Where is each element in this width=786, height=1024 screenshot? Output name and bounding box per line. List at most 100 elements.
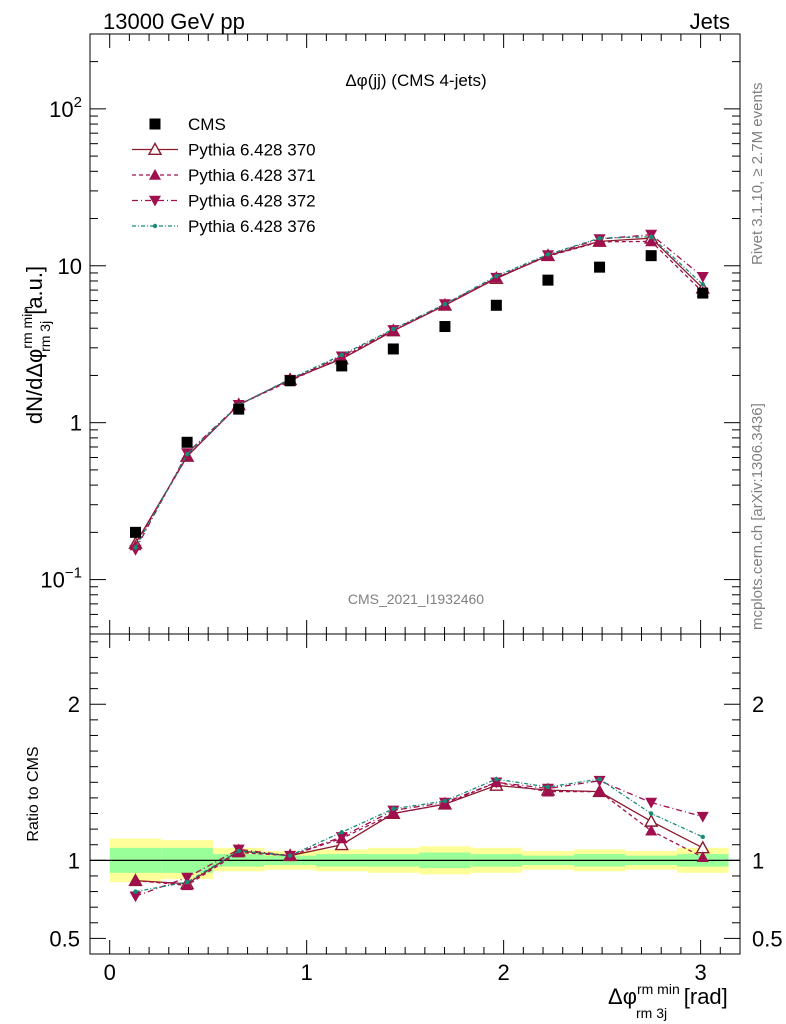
ratio-series-point: [442, 798, 448, 804]
main-series-point: [494, 273, 499, 279]
cms-data-point: [594, 261, 606, 273]
y-tick-label-main: 102: [49, 94, 82, 122]
legend-label: Pythia 6.428 370: [188, 141, 316, 160]
cms-data-point: [645, 250, 657, 262]
ratio-plot-curves: [128, 775, 710, 903]
main-series-line: [134, 240, 704, 546]
x-tick-label: 3: [694, 960, 706, 985]
x-tick-label: 2: [498, 960, 510, 985]
y-tick-label-exponent: −1: [65, 565, 82, 582]
main-series-point: [545, 252, 551, 257]
y-tick-label-main: 10−1: [40, 565, 82, 593]
mcplots-reference-text: mcplots.cern.ch [arXiv:1306.3436]: [749, 403, 766, 630]
y-tick-label-ratio: 1: [68, 848, 80, 873]
cms-data-point: [697, 287, 709, 299]
main-series-point: [700, 282, 705, 287]
main-plot-curves: [128, 229, 710, 556]
x-axis-sup: rm min: [637, 981, 680, 997]
main-series-point: [696, 272, 709, 283]
ratio-series-point: [391, 806, 396, 812]
x-axis-sub: rm 3j: [636, 1005, 667, 1021]
ratio-series-point: [339, 830, 344, 835]
ratio-series-line: [135, 781, 704, 886]
y-axis-main-sub: rm 3j: [37, 321, 53, 352]
ratio-series-point: [545, 784, 551, 790]
ratio-series-point: [695, 840, 710, 854]
legend-label: Pythia 6.428 376: [188, 217, 316, 236]
analysis-watermark: CMS_2021_I1932460: [348, 591, 484, 607]
ratio-series-line: [135, 780, 703, 897]
legend: CMS Pythia 6.428 370 Pythia 6.428 371 Pythi…: [132, 115, 316, 236]
ratio-series-point: [696, 811, 709, 823]
legend-label: CMS: [188, 115, 226, 134]
ratio-series-point: [334, 837, 349, 851]
ratio-series-point: [494, 776, 499, 782]
y-tick-label-ratio: 0.5: [49, 926, 80, 951]
y-tick-label-base: 10: [40, 568, 64, 593]
cms-data-point: [233, 403, 245, 415]
ratio-series-point: [700, 834, 705, 840]
ratio-series-point: [645, 797, 658, 809]
ratio-series-point: [181, 879, 194, 891]
main-series-line: [134, 236, 704, 548]
main-series-point: [645, 235, 658, 247]
cms-data-point: [181, 436, 193, 448]
x-axis-unit: [rad]: [684, 984, 728, 1009]
ratio-series-point: [643, 813, 659, 827]
legend-label: Pythia 6.428 371: [188, 166, 316, 185]
ratio-plot-frame: [89, 633, 741, 955]
main-series-point: [391, 326, 396, 332]
y-axis-ratio-label: Ratio to CMS: [25, 746, 42, 841]
x-axis-label: Δφrm min [rad] rm 3j: [608, 981, 728, 1021]
cms-data-point: [387, 343, 399, 355]
ratio-series-point: [645, 824, 658, 836]
ratio-axis-ticks: 0 1 2 3 0.5 0.5 1 1 2 2: [49, 634, 783, 985]
legend-marker: [152, 223, 158, 229]
y-axis-main-unit: [a.u.]: [22, 266, 47, 315]
plot-title: Δφ(jj) (CMS 4-jets): [345, 71, 486, 90]
cms-data-point: [490, 299, 502, 311]
x-tick-label: 1: [301, 960, 313, 985]
cms-data-point: [336, 360, 348, 372]
y-axis-main-sup: rm min: [19, 306, 35, 349]
legend-label: Pythia 6.428 372: [188, 192, 316, 211]
y-tick-label-main: 1: [70, 411, 82, 436]
main-series-point: [490, 272, 503, 284]
main-series-point: [339, 352, 344, 358]
y-tick-label-ratio-right: 2: [752, 692, 764, 717]
ratio-series-point: [593, 785, 606, 797]
main-series-point: [129, 544, 142, 556]
ratio-series-point: [129, 891, 142, 903]
ratio-series-point: [696, 851, 709, 863]
main-series-point: [597, 235, 602, 241]
y-axis-main-label: dN/dΔφrm min rm 3j [a.u.]: [19, 266, 53, 424]
ratio-series-line: [135, 778, 704, 893]
main-series-point: [184, 451, 190, 457]
x-axis-quantity: Δφ: [608, 984, 637, 1009]
ratio-series-point: [133, 889, 138, 894]
cms-data-point: [130, 526, 141, 538]
ratio-series-point: [597, 776, 602, 782]
svg-text:Δφrm min[rad]: Δφrm min [rad]: [608, 981, 728, 1009]
ratio-series-point: [181, 872, 194, 884]
y-axis-main-quantity: dN/dΔφ: [22, 349, 47, 424]
legend-marker: [149, 195, 161, 207]
main-series-point: [442, 301, 448, 307]
rivet-version-text: Rivet 3.1.10, ≥ 2.7M events: [749, 83, 766, 266]
ratio-series-point: [648, 811, 654, 816]
legend-marker: [147, 142, 163, 156]
y-tick-label-ratio-right: 0.5: [752, 926, 783, 951]
ratio-series-point: [335, 832, 348, 843]
header-category-label: Jets: [690, 9, 730, 34]
main-series-point: [133, 545, 138, 550]
main-series-point: [648, 234, 654, 239]
cms-data-point: [542, 274, 554, 286]
cms-data-point: [284, 375, 296, 387]
main-series-line: [134, 237, 704, 544]
y-tick-label-main: 10: [58, 254, 82, 279]
ratio-series-point: [287, 853, 293, 858]
header-energy-label: 13000 GeV pp: [103, 9, 245, 34]
legend-marker: [149, 169, 161, 180]
